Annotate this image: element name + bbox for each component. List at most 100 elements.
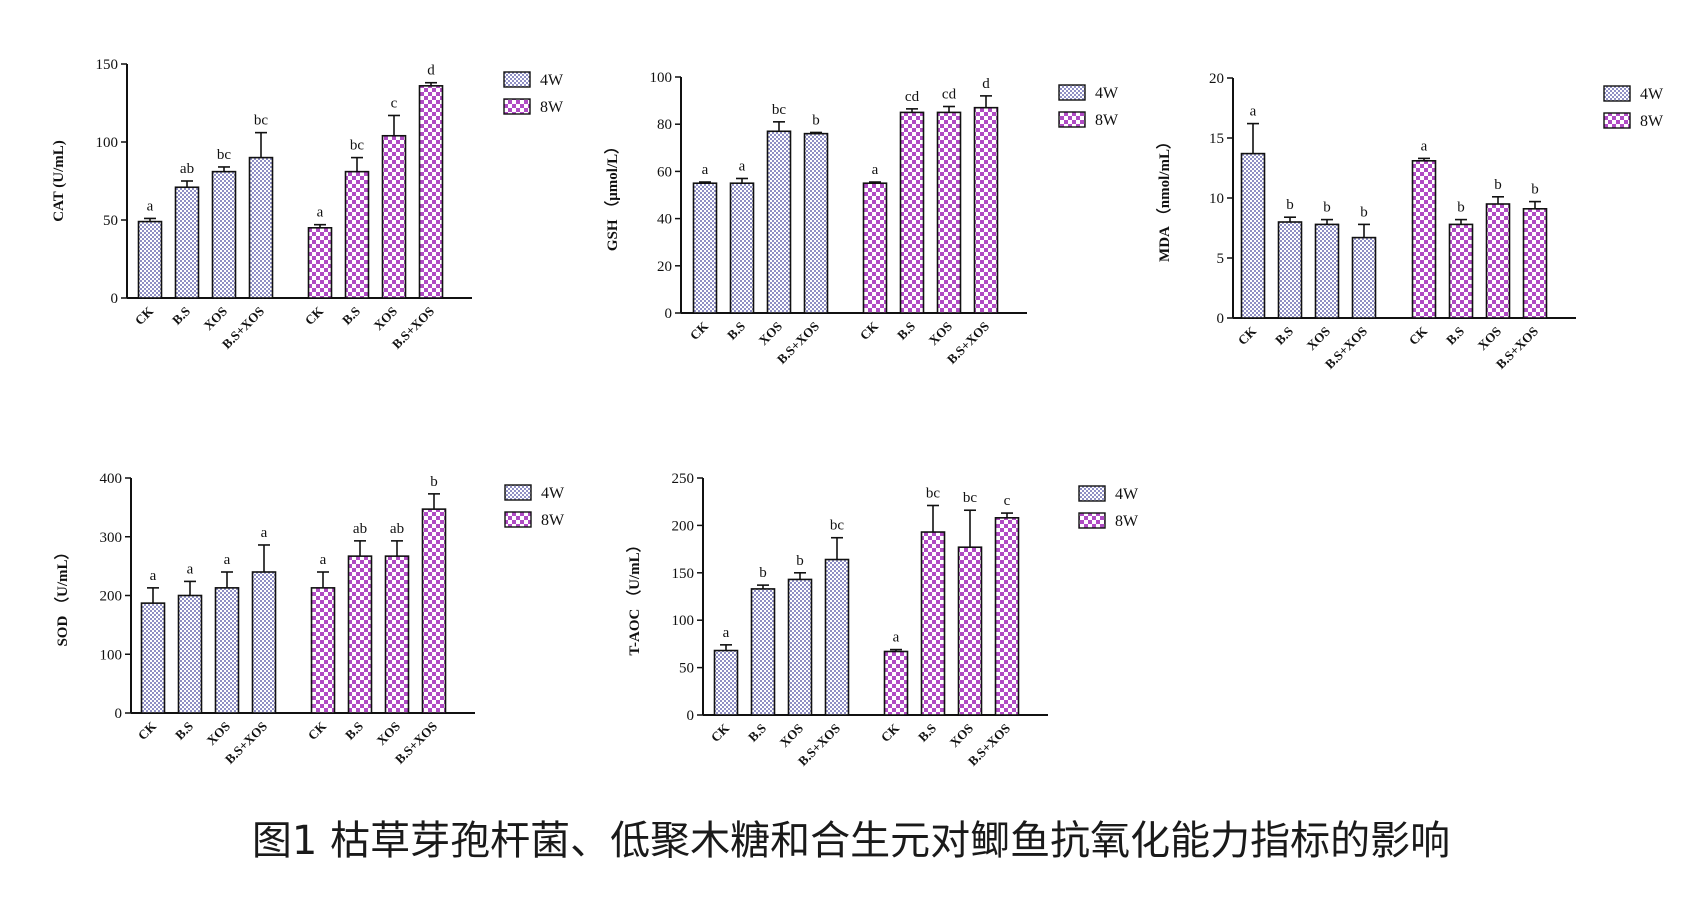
x-tick-label: B.S [894, 319, 918, 343]
bar-8W-B.S+XOS [1522, 208, 1548, 319]
y-tick-label: 300 [100, 530, 123, 546]
x-tick-label: XOS [1475, 324, 1505, 354]
significance-letter: a [1421, 138, 1428, 154]
bar-8W-CK [310, 587, 336, 714]
x-tick-label: XOS [201, 304, 231, 334]
y-tick-label: 400 [100, 471, 123, 487]
y-tick-label: 20 [1209, 71, 1224, 87]
legend-swatch-4W [1058, 84, 1086, 101]
significance-letter: bc [926, 485, 941, 501]
y-tick-label: 0 [111, 291, 119, 307]
significance-letter: b [796, 553, 804, 569]
significance-letter: c [391, 95, 398, 111]
x-tick-label: CK [878, 720, 903, 745]
y-tick-label: 150 [672, 566, 695, 582]
legend-swatch-4W [1603, 85, 1631, 102]
significance-letter: ab [390, 521, 404, 537]
y-tick-label: 200 [100, 589, 123, 605]
legend-swatch-8W [1603, 112, 1631, 129]
y-tick-label: 100 [96, 135, 119, 151]
x-tick-label: B.S [339, 304, 363, 328]
bar-4W-XOS [787, 578, 813, 716]
y-tick-label: 50 [679, 661, 694, 677]
significance-letter: bc [963, 490, 978, 506]
y-axis-label: T-AOC （U/mL） [625, 537, 643, 655]
x-tick-label: B.S [172, 719, 196, 743]
y-axis-label: CAT (U/mL) [51, 140, 67, 222]
x-tick-label: B.S [1272, 324, 1296, 348]
y-tick-label: 20 [657, 259, 672, 275]
significance-letter: b [1286, 197, 1294, 213]
significance-letter: b [1323, 200, 1331, 216]
bar-4W-B.S+XOS [248, 156, 274, 299]
bar-8W-XOS [957, 546, 983, 716]
bar-8W-CK [1411, 160, 1437, 319]
significance-letter: b [1360, 204, 1368, 220]
bar-4W-XOS [1314, 223, 1340, 319]
significance-letter: d [427, 63, 435, 79]
bar-8W-CK [307, 227, 333, 299]
chart-panel-2: 0 20 40 60 80 100 GSH （μmol/L） a CK a B.S bc XOS b B.S… [603, 70, 1119, 367]
legend-label-4W: 4W [541, 485, 565, 502]
bar-4W-B.S [729, 182, 755, 314]
significance-letter: a [187, 561, 194, 577]
legend-swatch-4W [503, 71, 531, 88]
y-tick-label: 0 [687, 708, 695, 724]
x-tick-label: XOS [371, 304, 401, 334]
bar-8W-CK [862, 182, 888, 314]
bar-8W-CK [883, 650, 909, 716]
y-axis-label: MDA （nmol/mL） [1155, 134, 1173, 262]
x-tick-label: B.S [1443, 324, 1467, 348]
significance-letter: b [1457, 200, 1465, 216]
legend-label-8W: 8W [541, 512, 565, 529]
bar-4W-CK [692, 182, 718, 314]
y-tick-label: 50 [103, 213, 118, 229]
x-tick-label: B.S [745, 721, 769, 745]
y-tick-label: 250 [672, 471, 695, 487]
x-tick-label: B.S [724, 319, 748, 343]
y-tick-label: 0 [115, 706, 123, 722]
bar-4W-B.S+XOS [803, 132, 829, 314]
bar-8W-B.S+XOS [973, 106, 999, 314]
x-tick-label: B.S [915, 721, 939, 745]
bar-4W-XOS [766, 130, 792, 314]
significance-letter: bc [772, 102, 787, 118]
y-tick-label: 0 [1217, 311, 1225, 327]
bar-4W-B.S+XOS [251, 571, 277, 714]
significance-letter: bc [830, 518, 845, 534]
significance-letter: b [1494, 177, 1502, 193]
significance-letter: a [872, 162, 879, 178]
significance-letter: bc [217, 147, 232, 163]
bar-4W-B.S+XOS [824, 558, 850, 716]
bar-4W-CK [713, 649, 739, 716]
y-tick-label: 100 [100, 647, 123, 663]
x-tick-label: XOS [1304, 324, 1334, 354]
significance-letter: a [150, 568, 157, 584]
bar-8W-B.S [1448, 223, 1474, 319]
x-tick-label: CK [302, 303, 327, 328]
y-tick-label: 0 [665, 306, 673, 322]
x-tick-label: B.S [342, 719, 366, 743]
significance-letter: a [1250, 104, 1257, 120]
y-tick-label: 15 [1209, 131, 1224, 147]
x-tick-label: CK [1406, 323, 1431, 348]
significance-letter: cd [905, 89, 920, 105]
x-tick-label: CK [1235, 323, 1260, 348]
x-tick-label: XOS [756, 319, 786, 349]
y-tick-label: 80 [657, 117, 672, 133]
x-tick-label: XOS [204, 719, 234, 749]
significance-letter: a [723, 625, 730, 641]
bar-4W-B.S [1277, 221, 1303, 319]
legend-swatch-8W [504, 511, 532, 528]
bar-4W-B.S [750, 588, 776, 716]
bar-8W-B.S+XOS [418, 85, 444, 299]
significance-letter: bc [254, 113, 269, 129]
legend-swatch-8W [1078, 512, 1106, 529]
bar-4W-CK [1240, 152, 1266, 319]
significance-letter: a [739, 158, 746, 174]
y-tick-label: 100 [672, 613, 695, 629]
bar-8W-XOS [384, 555, 410, 714]
